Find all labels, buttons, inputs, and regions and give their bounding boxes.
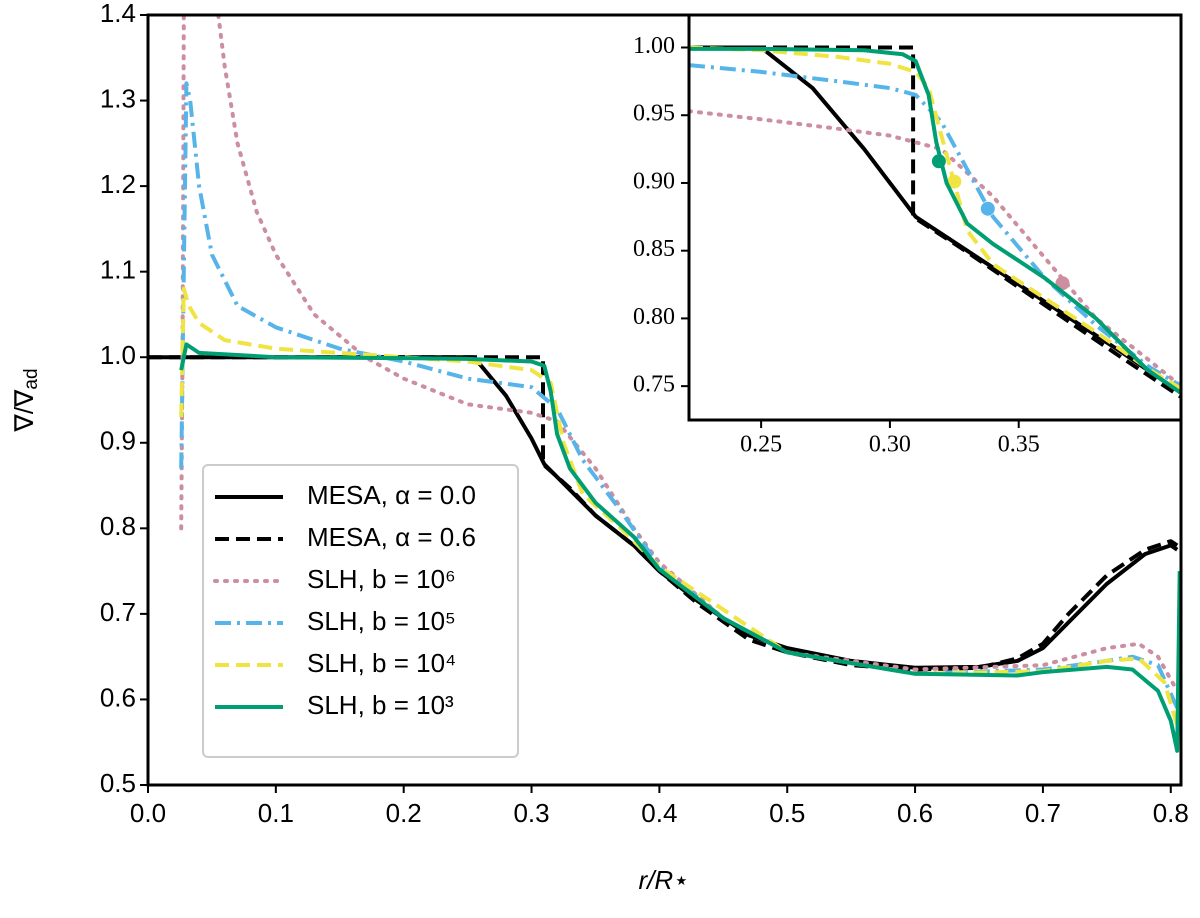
y-axis-label: ∇/∇ad (9, 368, 42, 432)
legend: MESA, α = 0.0 MESA, α = 0.6 SLH, b = 10⁶ SL… (202, 464, 519, 758)
y-tick-label: 0.5 (100, 768, 136, 798)
y-tick-label: 1.4 (100, 0, 136, 28)
series-point (947, 174, 962, 189)
x-tick-label: 0.0 (130, 798, 166, 828)
x-tick-label: 0.30 (869, 432, 911, 458)
series-line (179, 286, 1180, 726)
series-line (689, 63, 1181, 388)
main-plot: 0.0 0.1 0.2 0.3 0.4 0.5 0.6 0.7 0.80.50.60.70.80… (100, 0, 1189, 828)
y-tick-label: 0.85 (633, 236, 675, 262)
lines (148, 15, 1181, 753)
y-tick-label: 0.7 (100, 597, 136, 627)
x-tick-label: 0.3 (513, 798, 549, 828)
legend-label: SLH, b = 10⁶ (307, 564, 456, 594)
x-tick-label: 0.2 (386, 798, 422, 828)
legend-label: SLH, b = 10⁵ (307, 606, 456, 636)
lines (689, 45, 1181, 399)
inset-plot: 0.25 0.30 0.35 0.75 0.80 0.85 0.90 0.95 1.00 (633, 13, 1183, 458)
legend-label: SLH, b = 10⁴ (307, 648, 456, 678)
y-tick-label: 1.00 (633, 33, 675, 59)
series-point (980, 201, 995, 216)
y-tick-label: 0.80 (633, 304, 675, 330)
x-tick-label: 0.25 (740, 432, 782, 458)
legend-label: MESA, α = 0.0 (307, 480, 476, 510)
y-tick-label: 0.9 (100, 426, 136, 456)
x-tick-label: 0.8 (1153, 798, 1189, 828)
x-tick-label: 0.6 (897, 798, 933, 828)
series-line (689, 45, 1181, 399)
series-line (689, 45, 1181, 391)
x-tick-label: 0.4 (641, 798, 677, 828)
series-line (179, 81, 1180, 709)
y-axis-label-sub: ad (21, 368, 42, 389)
y-tick-label: 1.1 (100, 255, 136, 285)
y-tick-label: 0.90 (633, 168, 675, 194)
x-tick-label: 0.35 (998, 432, 1040, 458)
x-tick-label: 0.1 (258, 798, 294, 828)
x-tick-label: 0.7 (1025, 798, 1061, 828)
y-tick-label: 0.75 (633, 372, 675, 398)
inset-background (689, 15, 1181, 420)
plot-frame (687, 13, 1183, 422)
y-tick-label: 0.6 (100, 682, 136, 712)
x-tick-label: 0.5 (769, 798, 805, 828)
series-line (148, 355, 1179, 672)
series-point (931, 154, 946, 169)
y-tick-label: 0.8 (100, 511, 136, 541)
legend-label: SLH, b = 10³ (307, 690, 454, 720)
y-tick-label: 1.3 (100, 83, 136, 113)
series-line (179, 342, 1181, 753)
y-tick-label: 1.2 (100, 169, 136, 199)
y-tick-label: 0.95 (633, 101, 675, 127)
y-tick-label: 1.0 (100, 340, 136, 370)
x-axis-label: r/R⋆ (639, 865, 690, 895)
y-axis-label-main: ∇/∇ (9, 389, 39, 433)
legend-label: MESA, α = 0.6 (307, 522, 476, 552)
